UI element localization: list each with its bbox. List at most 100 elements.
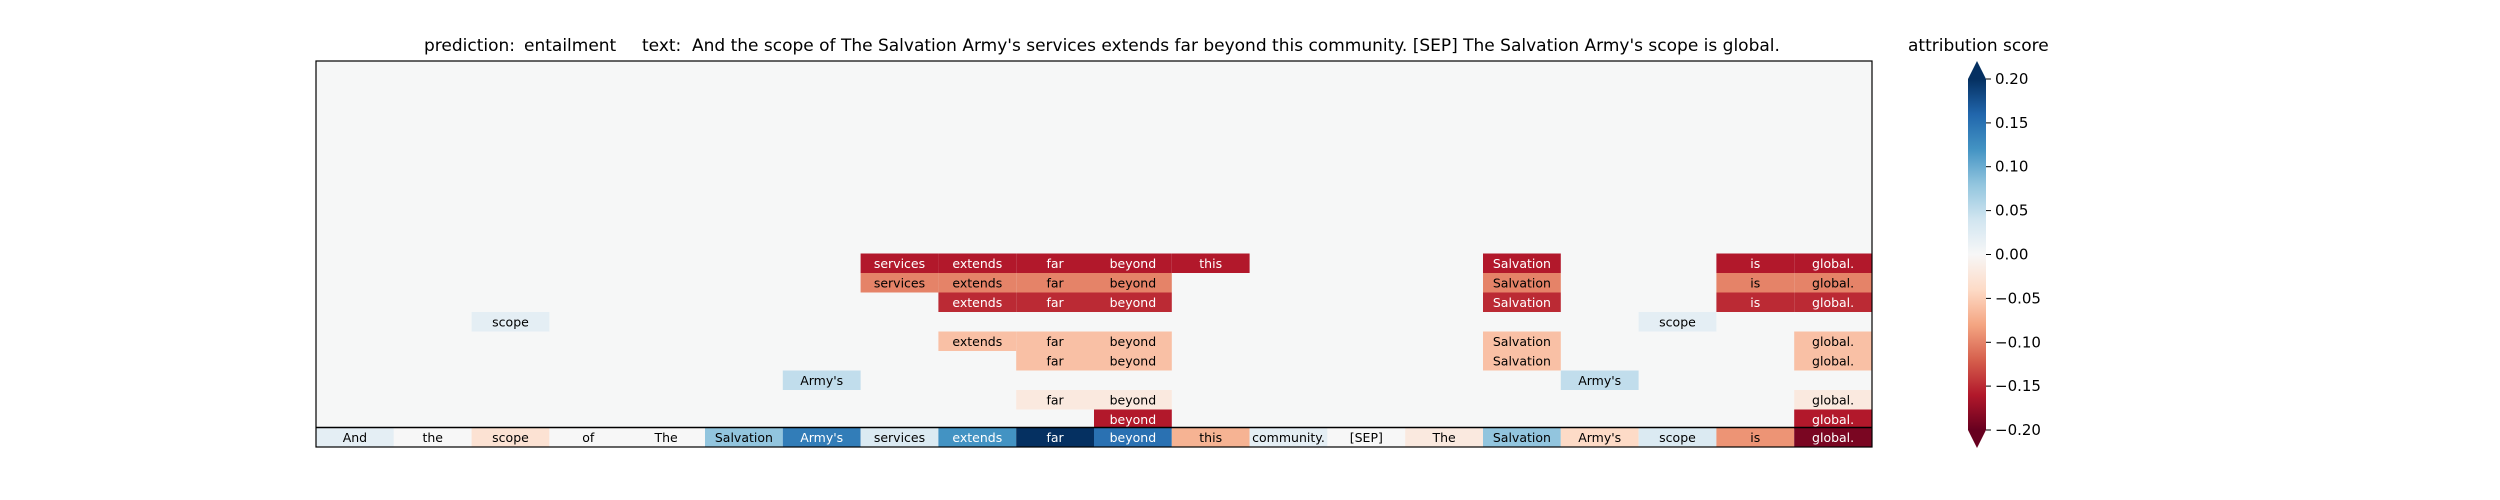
token-cell-12-rect [1249, 427, 1328, 447]
attribution-cell-r4-c9: far [1016, 331, 1094, 351]
attribution-cell-r0-c19-label: global. [1812, 256, 1854, 271]
attribution-cell-r5-c9-label: far [1046, 353, 1064, 368]
colorbar: 0.20 0.15 0.10 0.05 0.00 −0.05 −0.10 −0.15 −0.20 [1968, 61, 2041, 448]
token-cell-4-rect [627, 427, 705, 447]
token-cell-12-label: community. [1252, 430, 1325, 445]
token-cell-1-label: the [422, 430, 443, 445]
attribution-cell-r6-c16-label: Army's [1578, 373, 1621, 388]
attribution-cell-r0-c7-rect [860, 253, 939, 273]
token-cell-6: Army's [782, 427, 861, 447]
token-cell-11-rect [1171, 427, 1250, 447]
token-cell-17-label: scope [1659, 430, 1696, 445]
token-cell-2-label: scope [492, 430, 529, 445]
attribution-cell-r5-c10: beyond [1094, 351, 1172, 371]
colorbar-tick-label-0: 0.20 [1995, 70, 2028, 88]
attribution-cell-r1-c8-rect [938, 273, 1017, 293]
attribution-cell-r7-c19-label: global. [1812, 392, 1854, 407]
token-row: And the scope of The Salvation Army's services e… [316, 427, 1872, 447]
token-cell-17: scope [1638, 427, 1717, 447]
attribution-cell-r2-c19-rect [1794, 292, 1872, 312]
colorbar-gradient [1968, 79, 1986, 430]
token-cell-19: global. [1794, 427, 1872, 447]
attribution-cell-r4-c15-label: Salvation [1493, 334, 1551, 349]
colorbar-tick-label-8: −0.20 [1995, 421, 2041, 439]
token-cell-15-label: Salvation [1493, 430, 1551, 445]
attribution-cell-r5-c15: Salvation [1483, 351, 1561, 371]
attribution-cell-r2-c8-rect [938, 292, 1017, 312]
attribution-cell-r0-c8: extends [938, 253, 1017, 273]
attribution-cell-r5-c10-rect [1094, 351, 1172, 371]
attribution-cell-r0-c11-label: this [1199, 256, 1222, 271]
attribution-cell-r1-c19: global. [1794, 273, 1872, 293]
attribution-cell-r0-c15-label: Salvation [1493, 256, 1551, 271]
token-cell-19-rect [1794, 427, 1872, 447]
attribution-cell-r0-c18-label: is [1750, 256, 1760, 271]
attribution-cell-r0-c15: Salvation [1483, 253, 1561, 273]
attribution-cell-r0-c19-rect [1794, 253, 1872, 273]
colorbar-label: attribution score [1908, 36, 2049, 56]
attribution-cell-r2-c10: beyond [1094, 292, 1172, 312]
attribution-cell-r4-c15-rect [1483, 331, 1561, 351]
attribution-cell-r5-c19: global. [1794, 351, 1872, 371]
attribution-cell-r1-c15-rect [1483, 273, 1561, 293]
token-cell-13: [SEP] [1327, 427, 1406, 447]
attribution-cell-r8-c19: global. [1794, 409, 1872, 429]
attribution-cell-r0-c11: this [1171, 253, 1250, 273]
attribution-cell-r5-c15-label: Salvation [1493, 353, 1551, 368]
token-cell-15: Salvation [1483, 427, 1561, 447]
token-cell-0-rect [316, 427, 394, 447]
attribution-cell-r1-c7-label: services [874, 275, 925, 290]
attribution-cell-r2-c9: far [1016, 292, 1094, 312]
attribution-cell-r2-c10-label: beyond [1110, 295, 1157, 310]
colorbar-tick-label-7: −0.15 [1995, 377, 2041, 395]
token-cell-10-label: beyond [1110, 430, 1157, 445]
attribution-cell-r0-c10-label: beyond [1110, 256, 1157, 271]
token-cell-8: extends [938, 427, 1017, 447]
colorbar-tick-label-1: 0.15 [1995, 114, 2028, 132]
token-cell-11-label: this [1199, 430, 1222, 445]
attribution-cell-r6-c16: Army's [1560, 370, 1639, 390]
token-cell-16: Army's [1560, 427, 1639, 447]
attribution-cell-r1-c8-label: extends [952, 275, 1002, 290]
token-cell-13-rect [1327, 427, 1406, 447]
attribution-cell-r3-c2-rect [471, 312, 550, 332]
attribution-cell-r1-c18-label: is [1750, 275, 1760, 290]
attribution-cell-r4-c19: global. [1794, 331, 1872, 351]
token-cell-18: is [1716, 427, 1795, 447]
attribution-cell-r3-c17: scope [1638, 312, 1717, 332]
attribution-cell-r5-c19-rect [1794, 351, 1872, 371]
token-cell-14-rect [1405, 427, 1483, 447]
attribution-cell-r0-c8-label: extends [952, 256, 1002, 271]
attribution-cell-r0-c10-rect [1094, 253, 1172, 273]
token-cell-8-label: extends [952, 430, 1002, 445]
attribution-cell-r0-c11-rect [1171, 253, 1250, 273]
attribution-cell-r1-c7: services [860, 273, 939, 293]
attribution-cell-r7-c9-rect [1016, 390, 1094, 410]
token-cell-6-rect [782, 427, 861, 447]
attribution-cell-r0-c9-label: far [1046, 256, 1064, 271]
attribution-cell-r3-c2-label: scope [492, 314, 529, 329]
colorbar-extend-max [1968, 61, 1986, 79]
token-cell-9-rect [1016, 427, 1094, 447]
attribution-cell-r5-c9-rect [1016, 351, 1094, 371]
colorbar-tick-label-5: −0.05 [1995, 289, 2041, 307]
attribution-cell-r8-c10: beyond [1094, 409, 1172, 429]
attribution-cell-r2-c19-label: global. [1812, 295, 1854, 310]
prediction-value: entailment [524, 36, 617, 56]
attribution-cell-r8-c19-rect [1794, 409, 1872, 429]
token-cell-19-label: global. [1812, 430, 1854, 445]
attribution-cell-r1-c18-rect [1716, 273, 1795, 293]
attribution-cell-r0-c10: beyond [1094, 253, 1172, 273]
token-cell-6-label: Army's [800, 430, 843, 445]
attribution-cell-r1-c9-label: far [1046, 275, 1064, 290]
plot-frame [315, 60, 1873, 448]
token-cell-5-rect [705, 427, 783, 447]
attribution-cell-r2-c18-rect [1716, 292, 1795, 312]
token-cell-5-label: Salvation [715, 430, 773, 445]
attribution-cell-r4-c8: extends [938, 331, 1017, 351]
attribution-cell-r7-c10: beyond [1094, 390, 1172, 410]
token-cell-13-label: [SEP] [1350, 430, 1383, 445]
token-cell-2: scope [471, 427, 550, 447]
attribution-cell-r0-c7-label: services [874, 256, 925, 271]
